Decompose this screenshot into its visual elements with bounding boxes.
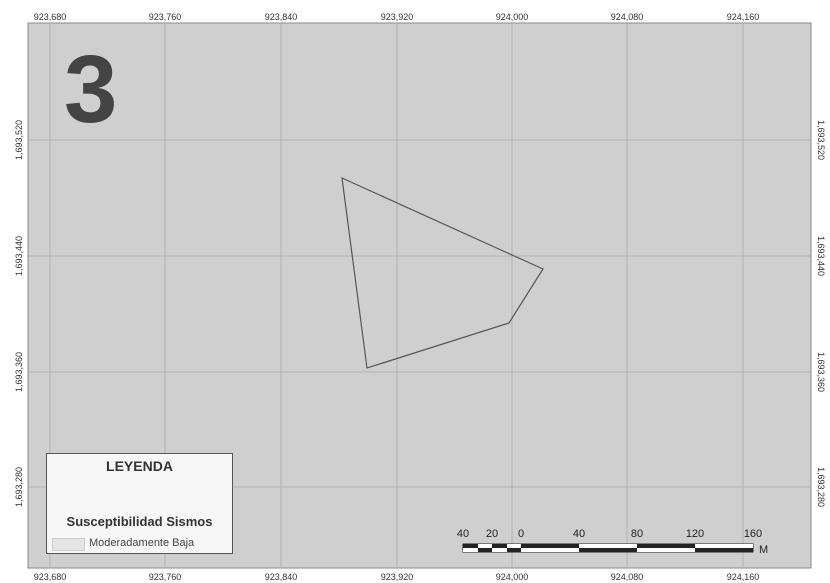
y-tick-label-left: 1,693,520 [14,120,24,160]
scale-bar-segment [579,544,637,548]
scale-bar-segment [637,548,695,552]
legend-item-label: Moderadamente Baja [89,537,195,549]
scale-bar-label: 20 [486,528,498,540]
x-tick-label-bottom: 923,760 [149,572,182,582]
y-tick-label-left: 1,693,360 [14,352,24,392]
scale-bar-segment [463,548,478,552]
scale-bar-segment [492,544,507,548]
x-tick-label-top: 924,160 [727,12,760,22]
scale-bar-segment [695,548,753,552]
y-tick-label-right: 1,693,360 [816,352,826,392]
parcel-polygon[interactable] [341,177,544,369]
y-tick-label-left: 1,693,280 [14,467,24,507]
scale-bar-segment [507,544,521,548]
x-tick-label-top: 924,080 [611,12,644,22]
x-tick-label-bottom: 923,840 [265,572,298,582]
scale-bar-segment [463,544,478,548]
scale-bar-segment [492,548,507,552]
scale-bar-segment [695,544,753,548]
scale-bar-label: 120 [686,528,704,540]
x-tick-label-bottom: 924,160 [727,572,760,582]
legend-title: LEYENDA [106,458,173,474]
legend-box: LEYENDA Susceptibilidad Sismos Moderadam… [46,453,233,554]
scale-bar-segment [521,544,579,548]
legend-swatch [52,538,85,551]
scale-bar-label: 80 [631,528,643,540]
y-tick-label-left: 1,693,440 [14,236,24,276]
legend-subtitle: Susceptibilidad Sismos [66,514,213,529]
scale-bar-unit: M [759,544,768,556]
scale-bar-segment [579,548,637,552]
coordinate-labels: 923,680 923,680 923,760 923,760 923,840 923,8… [14,12,826,582]
x-tick-label-bottom: 924,080 [611,572,644,582]
y-tick-label-right: 1,693,520 [816,120,826,160]
scale-bar-label: 40 [573,528,585,540]
scale-bar-segment [478,544,492,548]
sheet-number: 3 [64,36,118,143]
x-tick-label-top: 923,760 [149,12,182,22]
scale-bar-label: 160 [744,528,762,540]
x-tick-label-top: 923,840 [265,12,298,22]
scale-bar-segment [507,548,521,552]
x-tick-label-top: 923,920 [381,12,414,22]
x-tick-label-bottom: 923,680 [34,572,67,582]
x-tick-label-bottom: 923,920 [381,572,414,582]
scale-bar-segment [637,544,695,548]
x-tick-label-top: 923,680 [34,12,67,22]
scale-bar-label: 40 [457,528,469,540]
x-tick-label-bottom: 924,000 [496,572,529,582]
scale-bar-segment [478,548,492,552]
scale-bar: 40 20 0 40 80 120 160 M [457,528,768,556]
scale-bar-label: 0 [518,528,524,540]
x-tick-label-top: 924,000 [496,12,529,22]
scale-bar-segment [521,548,579,552]
y-tick-label-right: 1,693,440 [816,236,826,276]
y-tick-label-right: 1,693,280 [816,467,826,507]
